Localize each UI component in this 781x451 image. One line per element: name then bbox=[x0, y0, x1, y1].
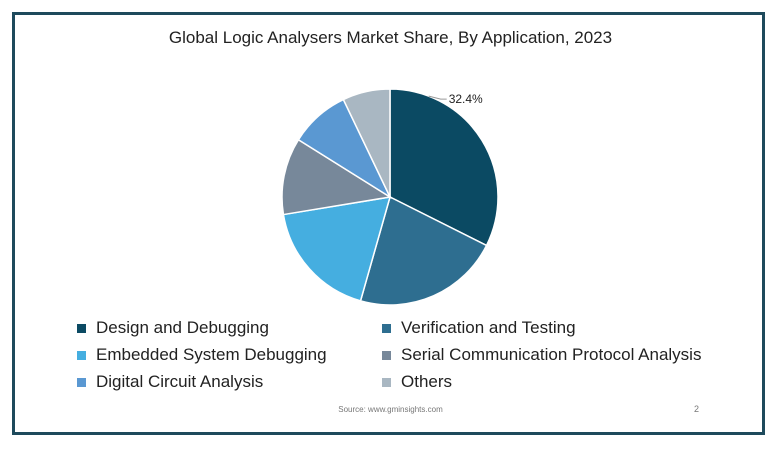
pie-slice-others bbox=[342, 88, 391, 198]
data-label: 32.4% bbox=[449, 92, 483, 106]
legend-label: Embedded System Debugging bbox=[96, 345, 327, 364]
legend-swatch bbox=[382, 377, 391, 387]
legend-label: Design and Debugging bbox=[96, 318, 269, 337]
legend-label: Serial Communication Protocol Analysis bbox=[401, 345, 702, 364]
legend-item: Digital Circuit Analysis bbox=[77, 372, 263, 392]
legend-item: Serial Communication Protocol Analysis bbox=[382, 345, 701, 365]
legend-label: Others bbox=[401, 372, 453, 391]
page-number: 2 bbox=[694, 404, 700, 414]
pie-slice-serial-communication-protocol-analysis bbox=[281, 138, 393, 216]
legend-swatch bbox=[77, 323, 86, 333]
chart-title: Global Logic Analysers Market Share, By … bbox=[168, 28, 613, 47]
source-note: Source: www.gminsights.com bbox=[338, 405, 443, 414]
legend-item: Verification and Testing bbox=[382, 318, 576, 338]
legend-item: Embedded System Debugging bbox=[77, 345, 327, 365]
legend-swatch bbox=[77, 377, 86, 387]
pie-slice-embedded-system-debugging bbox=[282, 196, 392, 302]
pie-slice-verification-and-testing bbox=[359, 195, 488, 306]
data-label-leader-line bbox=[428, 95, 447, 100]
legend-item: Others bbox=[382, 372, 452, 392]
legend-label: Digital Circuit Analysis bbox=[96, 372, 264, 391]
legend-swatch bbox=[382, 323, 391, 333]
legend-label: Verification and Testing bbox=[401, 318, 576, 337]
legend-item: Design and Debugging bbox=[77, 318, 269, 338]
pie-slice-design-and-debugging bbox=[389, 88, 499, 247]
legend-swatch bbox=[382, 350, 391, 360]
legend-swatch bbox=[77, 350, 86, 360]
